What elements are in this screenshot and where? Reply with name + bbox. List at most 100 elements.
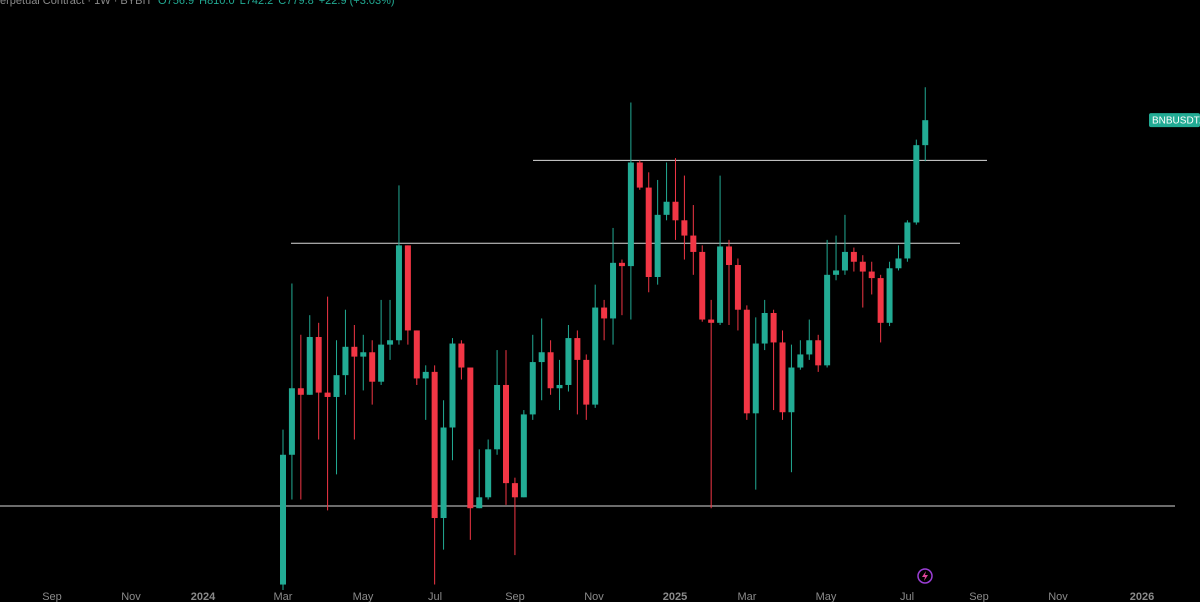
- candle-body: [913, 145, 920, 223]
- candle-body: [485, 449, 492, 498]
- candle-body: [280, 454, 286, 585]
- candle-body: [734, 265, 741, 310]
- symbol-label: BNBUSDT.: [1152, 115, 1200, 126]
- candle-body: [351, 346, 358, 357]
- lightning-icon: [917, 568, 933, 584]
- legend-text: O756.9: [158, 0, 194, 7]
- x-tick-label: Nov: [584, 591, 604, 602]
- candle-body: [681, 220, 688, 236]
- x-tick-label: 2024: [191, 591, 216, 602]
- candle-body: [387, 340, 394, 345]
- candle-body: [922, 120, 929, 146]
- x-tick-label: Sep: [42, 591, 62, 602]
- candle-body: [324, 392, 331, 397]
- candle-body: [877, 278, 884, 323]
- candle-body: [583, 359, 590, 405]
- candle-body: [404, 245, 411, 331]
- candle-body: [360, 352, 367, 357]
- legend-text: erpetual Contract · 1W · BYBIT: [0, 0, 152, 7]
- candle-body: [333, 375, 340, 397]
- x-tick-label: Mar: [274, 591, 293, 602]
- candle-body: [369, 352, 376, 382]
- candle-body: [904, 222, 911, 259]
- candle-body: [395, 245, 402, 341]
- candle-body: [306, 336, 313, 395]
- candle-body: [547, 352, 554, 389]
- candle-body: [529, 362, 536, 415]
- candle-body: [815, 340, 822, 366]
- x-tick-label: Sep: [969, 591, 989, 602]
- x-tick-label: May: [816, 591, 837, 602]
- candle-body: [342, 346, 349, 376]
- candle-body: [636, 162, 643, 188]
- candle-body: [520, 414, 527, 498]
- candle-body: [511, 483, 518, 498]
- price-tag: [1149, 113, 1200, 128]
- legend-header: erpetual Contract · 1W · BYBIT O756.9 H810…: [0, 0, 395, 7]
- x-tick-label: Nov: [1048, 591, 1068, 602]
- candle-body: [895, 258, 902, 269]
- candle-body: [788, 367, 795, 413]
- candle-body: [422, 371, 429, 379]
- candle-body: [663, 201, 670, 215]
- candle-body: [610, 262, 617, 319]
- legend-text: C779.8: [278, 0, 313, 7]
- candle-body: [699, 251, 706, 320]
- candle-body: [761, 312, 768, 344]
- candle-body: [797, 354, 804, 368]
- x-tick-label: 2026: [1130, 591, 1154, 602]
- candle-body: [833, 270, 840, 275]
- candle-body: [886, 268, 893, 323]
- candle-body: [556, 384, 563, 389]
- candle-body: [743, 309, 750, 414]
- candle-body: [618, 262, 625, 267]
- candle-body: [378, 344, 385, 382]
- legend-text: +22.9 (+3.03%): [319, 0, 395, 7]
- x-tick-label: Jul: [428, 591, 442, 602]
- candle-body: [476, 497, 483, 509]
- legend-text: H810.0: [199, 0, 234, 7]
- x-tick-label: Sep: [505, 591, 525, 602]
- candle-body: [859, 261, 866, 272]
- candle-body: [538, 352, 545, 363]
- candle-body: [717, 246, 724, 323]
- x-tick-label: Nov: [121, 591, 141, 602]
- candle-body: [565, 338, 572, 385]
- candle-body: [627, 162, 634, 267]
- candle-body: [868, 271, 875, 279]
- candle-body: [440, 427, 447, 519]
- candle-body: [726, 246, 732, 266]
- candle-body: [288, 388, 295, 455]
- x-tick-label: Jul: [900, 591, 914, 602]
- candle-body: [431, 371, 438, 519]
- legend-text: L742.2: [240, 0, 274, 7]
- candle-body: [315, 336, 322, 393]
- candle-body: [601, 307, 608, 319]
- candle-body: [592, 307, 599, 405]
- candle-body: [645, 187, 652, 278]
- candle-body: [770, 312, 777, 343]
- x-tick-label: 2025: [663, 591, 687, 602]
- candle-body: [824, 274, 831, 366]
- candle-body: [494, 384, 501, 450]
- candle-body: [752, 343, 759, 414]
- candle-body: [841, 251, 848, 271]
- x-tick-label: Mar: [738, 591, 757, 602]
- candle-body: [449, 343, 456, 428]
- candle-body: [503, 384, 509, 484]
- x-tick-label: May: [353, 591, 374, 602]
- candle-body: [708, 319, 715, 323]
- candle-body: [654, 214, 661, 278]
- candle-body: [672, 201, 679, 221]
- candle-body: [297, 388, 304, 395]
- candle-body: [467, 367, 474, 509]
- candle-body: [779, 342, 786, 413]
- candle-body: [574, 338, 581, 360]
- candle-body: [850, 251, 857, 262]
- candle-body: [690, 235, 697, 252]
- candle-body: [458, 343, 465, 368]
- candle-body: [806, 340, 813, 355]
- candle-body: [413, 330, 420, 379]
